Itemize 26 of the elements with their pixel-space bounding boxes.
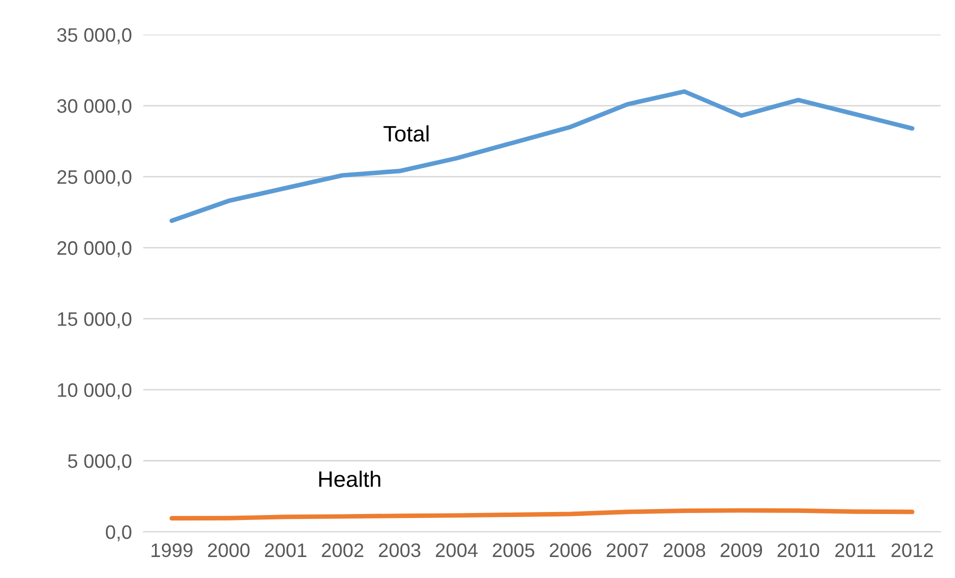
y-tick-label: 20 000,0 xyxy=(57,241,132,258)
x-tick-label: 2006 xyxy=(550,543,592,558)
series-label: Health xyxy=(319,470,380,488)
series-label: Total xyxy=(384,125,428,142)
line-series xyxy=(170,89,914,223)
y-tick-label: 10 000,0 xyxy=(58,383,132,400)
y-tick-label: 25 000,0 xyxy=(57,170,132,186)
x-tick-label: 2009 xyxy=(720,543,762,558)
y-tick-label: 5 000,0 xyxy=(68,454,132,470)
x-tick-label: 2008 xyxy=(664,543,706,558)
x-tick-label: 2000 xyxy=(208,543,250,558)
x-tick-label: 2010 xyxy=(778,543,820,558)
x-tick-label: 2001 xyxy=(265,543,306,558)
x-tick-label: 2012 xyxy=(892,543,933,558)
x-tick-label: 2003 xyxy=(378,543,420,558)
y-tick-label: 35 000,0 xyxy=(57,28,132,44)
y-tick-label: 15 000,0 xyxy=(58,312,132,328)
x-tick-label: 2011 xyxy=(835,543,876,558)
x-tick-label: 2005 xyxy=(492,543,534,558)
x-tick-label: 2007 xyxy=(606,543,648,558)
line-series xyxy=(170,508,914,520)
x-tick-label: 2002 xyxy=(322,543,364,558)
x-tick-label: 1999 xyxy=(152,543,192,558)
x-tick-label: 2004 xyxy=(436,543,478,558)
y-tick-label: 30 000,0 xyxy=(57,99,132,116)
y-tick-label: 0,0 xyxy=(106,525,132,542)
